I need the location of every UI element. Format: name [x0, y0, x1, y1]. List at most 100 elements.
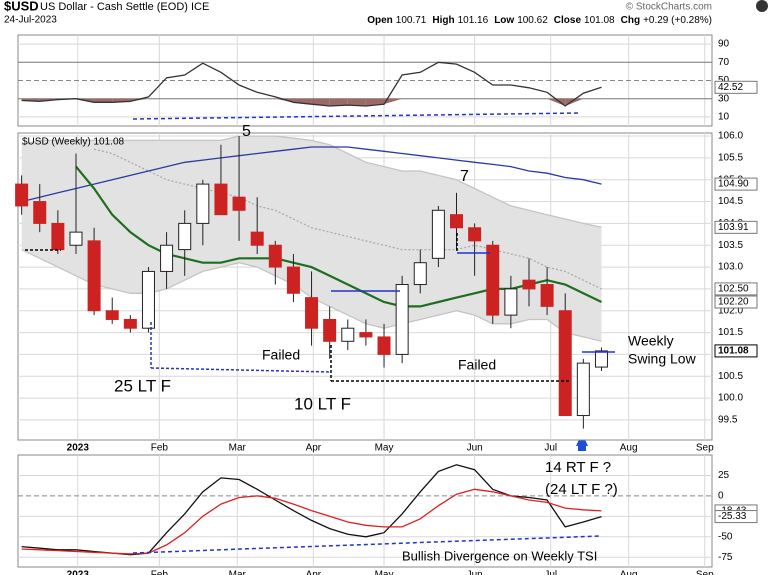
- y-tick-label: 104.5: [718, 196, 743, 207]
- y-tick-label: 103.0: [718, 262, 743, 273]
- candle-body: [341, 327, 355, 342]
- tsi-line: [21, 488, 602, 555]
- candle-body: [377, 336, 391, 355]
- annotation: 5: [242, 123, 251, 140]
- candle-body: [232, 196, 246, 211]
- annotation: 10 LT F: [294, 394, 351, 413]
- candle-body: [504, 288, 518, 316]
- x-tick-label: May: [375, 570, 394, 575]
- quote-label: Close: [554, 15, 582, 26]
- x-tick-label: 2023: [67, 570, 90, 575]
- oversold-fill: [565, 98, 584, 106]
- value-marker-box: [714, 220, 758, 234]
- value-marker-label: 102.20: [718, 297, 749, 308]
- candle-body: [51, 222, 65, 251]
- annotation-line: [132, 535, 601, 554]
- candle-body: [15, 183, 29, 207]
- y-tick-label: 101.5: [718, 327, 743, 338]
- overlay-line: [93, 148, 602, 290]
- y-tick-label: 0: [718, 491, 724, 502]
- instrument-name: US Dollar - Cash Settle (EOD) ICE: [40, 1, 209, 13]
- candle-body: [540, 284, 554, 307]
- quote-label: High: [432, 15, 454, 26]
- candle-body: [250, 231, 264, 246]
- annotation: Bullish Divergence on Weekly TSI: [402, 548, 597, 563]
- candle-body: [468, 227, 482, 242]
- y-tick-label: 90: [718, 39, 730, 50]
- overlay-line: [21, 135, 602, 228]
- candle-body: [87, 240, 101, 312]
- oversold-fill: [384, 98, 403, 105]
- band-fill: [21, 136, 602, 342]
- annotation: Weekly: [628, 333, 674, 349]
- quote-value: +0.29 (+0.28%): [643, 15, 712, 26]
- candle-body: [486, 244, 500, 316]
- candle-body: [594, 350, 608, 368]
- value-marker-box: [714, 510, 758, 524]
- candle-body: [395, 284, 409, 355]
- candle-body: [576, 362, 590, 417]
- close-icon[interactable]: [756, 0, 768, 12]
- x-tick-label: Aug: [620, 443, 638, 454]
- quote: Open 100.71 High 101.16 Low 100.62 Close 101.08…: [367, 15, 712, 26]
- y-tick-label: 50: [718, 75, 730, 86]
- x-tick-label: Apr: [306, 443, 322, 454]
- x-tick-label: Apr: [306, 570, 322, 575]
- x-tick-label: Feb: [151, 443, 169, 454]
- value-marker-label: 103.91: [718, 222, 749, 233]
- legend: $USD (Weekly) 101.08: [22, 137, 125, 148]
- candle-body: [178, 222, 192, 251]
- quote-value: 101.16: [458, 15, 489, 26]
- y-tick-label: 100.0: [718, 393, 743, 404]
- value-marker-label: 42.52: [718, 82, 743, 93]
- candle-body: [33, 201, 47, 224]
- oversold-fill: [94, 98, 113, 103]
- quote-label: Chg: [621, 15, 640, 26]
- value-marker-box: [714, 177, 758, 191]
- x-tick-label: 2023: [67, 443, 90, 454]
- candle-body: [359, 332, 373, 338]
- x-tick-label: Jul: [544, 443, 557, 454]
- candle-body: [268, 244, 282, 268]
- quote-value: 100.71: [396, 15, 427, 26]
- annotation-line: [132, 112, 581, 120]
- candle-body: [214, 183, 228, 216]
- symbol: $USD: [4, 0, 39, 13]
- quote-value: 101.08: [584, 15, 615, 26]
- x-tick-label: Sep: [696, 443, 714, 454]
- x-tick-label: Aug: [620, 570, 638, 575]
- rsi-line: [21, 61, 602, 107]
- candle-body: [196, 183, 210, 224]
- candle-body: [413, 262, 427, 286]
- annotation: Failed: [458, 357, 496, 373]
- candle-body: [286, 266, 300, 294]
- x-tick-label: May: [375, 443, 394, 454]
- candle-body: [431, 209, 445, 259]
- y-tick-label: 100.5: [718, 371, 743, 382]
- candle-body: [160, 244, 174, 272]
- candle-body: [105, 310, 119, 320]
- candle-body: [123, 318, 137, 329]
- value-marker-label: 101.08: [718, 346, 749, 357]
- candle-body: [522, 279, 536, 290]
- x-tick-label: Jun: [467, 443, 483, 454]
- value-marker-label: -25.33: [718, 511, 747, 522]
- y-tick-label: 70: [718, 57, 730, 68]
- annotation: (24 LT F ?): [545, 481, 618, 498]
- x-tick-label: Sep: [696, 570, 714, 575]
- plot-layer: [15, 34, 713, 568]
- x-tick-label: Mar: [229, 443, 247, 454]
- candle-body: [141, 270, 155, 329]
- copyright: © StockCharts.com: [626, 2, 712, 13]
- x-tick-label: Jul: [544, 570, 557, 575]
- y-tick-label: 102.0: [718, 305, 743, 316]
- value-marker-box: [714, 80, 758, 94]
- arrow-stem: [578, 446, 586, 451]
- annotation: Failed: [262, 347, 300, 363]
- annotation: 25 LT F: [114, 376, 171, 395]
- y-tick-label: 30: [718, 93, 730, 104]
- value-marker-box: [714, 295, 758, 309]
- annotation: Swing Low: [628, 351, 697, 367]
